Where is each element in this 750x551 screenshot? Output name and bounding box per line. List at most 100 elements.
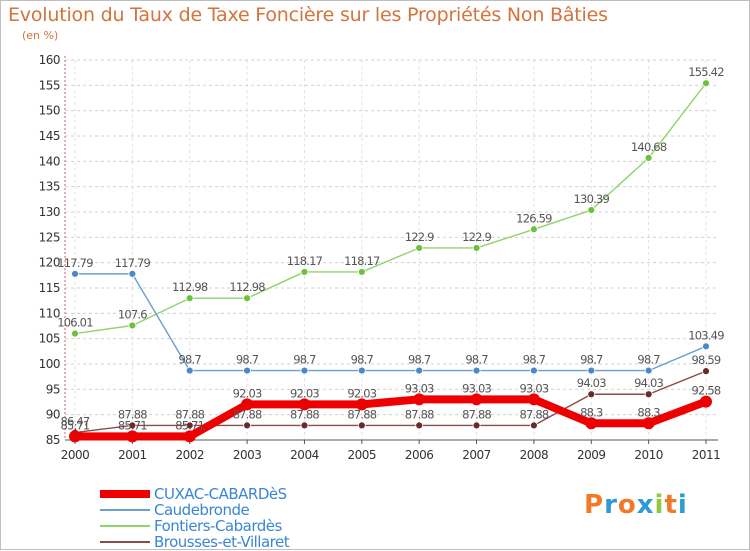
data-label: 85.71 [118,418,147,432]
legend-label: CUXAC-CABARDèS [154,485,287,503]
logo-letter: t [664,490,678,520]
chart-subtitle: (en %) [22,29,59,42]
data-label: 88.3 [637,405,660,419]
data-point [702,342,710,351]
data-label: 126.59 [516,211,552,225]
x-tick-label: 2009 [577,448,606,462]
data-label: 92.03 [347,386,376,400]
data-point [587,366,596,375]
legend-swatch [100,525,150,527]
data-point [298,398,311,411]
data-label: 88.3 [580,405,603,419]
logo-letter: x [636,490,655,520]
data-point [126,430,139,443]
data-point [415,421,424,430]
data-label: 106.01 [57,316,93,330]
series-line [74,82,707,335]
data-point [185,421,194,430]
proxiti-logo: Proxiti [584,490,688,520]
data-point [702,79,710,88]
x-tick-label: 2001 [118,448,147,462]
y-tick-label: 90 [46,408,60,422]
x-tick-label: 2000 [61,448,90,462]
y-tick-label: 95 [46,382,60,396]
data-point [700,395,712,408]
data-label: 98.7 [351,353,374,367]
data-label: 122.9 [462,230,491,244]
logo-letter: i [654,490,665,520]
series-line [75,273,707,372]
data-label: 98.7 [465,353,488,367]
data-label: 87.88 [175,407,204,421]
x-tick-label: 2003 [233,448,262,462]
series-line [74,370,707,434]
data-point [128,321,137,330]
data-point [644,390,653,399]
data-point [530,421,538,430]
data-label: 140.68 [631,140,667,154]
data-point [415,244,424,252]
data-point [587,390,596,399]
data-point [530,366,538,375]
y-tick-label: 145 [39,129,60,143]
y-tick-label: 155 [39,78,60,92]
data-label: 94.03 [577,376,606,390]
data-point [470,393,483,406]
y-tick-label: 135 [39,180,60,194]
data-point [644,153,653,162]
data-label: 87.88 [118,407,147,421]
data-label: 118.17 [287,254,323,268]
y-tick-label: 85 [46,433,60,447]
data-label: 98.7 [293,353,316,367]
logo-letter: i [677,490,688,520]
x-tick-label: 2008 [520,448,549,462]
data-point [530,225,538,234]
data-point [472,366,481,375]
data-point [644,366,653,375]
data-label: 117.79 [115,256,151,270]
data-label: 87.88 [347,407,376,421]
data-label: 98.59 [692,353,721,367]
data-point [71,269,79,278]
data-point [128,269,137,278]
data-label: 85.71 [175,418,204,432]
data-point [415,366,424,375]
y-tick-label: 125 [39,230,60,244]
data-label: 86.47 [61,415,90,429]
y-tick-label: 110 [39,306,60,320]
data-label: 92.03 [290,386,319,400]
data-point [185,366,194,375]
data-label: 98.7 [580,353,603,367]
data-label: 103.49 [688,328,724,342]
x-tick-label: 2006 [405,448,434,462]
data-point [241,398,254,411]
legend-swatch [100,509,150,511]
y-tick-label: 120 [39,256,60,270]
logo-letter: o [617,490,637,520]
x-tick-label: 2002 [175,448,204,462]
data-label: 87.88 [519,407,548,421]
data-point [243,366,251,375]
data-point [585,417,598,430]
legend-swatch [100,490,150,498]
data-point [300,366,309,375]
data-label: 112.98 [229,280,265,294]
data-label: 92.58 [692,384,721,398]
x-tick-label: 2007 [462,448,491,462]
data-label: 93.03 [462,381,491,395]
series-line [75,395,708,441]
data-label: 98.7 [637,353,660,367]
data-point [587,206,596,214]
data-label: 87.88 [290,407,319,421]
data-label: 94.03 [634,376,663,390]
data-point [642,417,655,430]
data-label: 112.98 [172,280,208,294]
x-tick-label: 2010 [634,448,663,462]
data-point [472,421,481,430]
data-point [413,393,426,406]
data-label: 98.7 [179,353,202,367]
x-tick-label: 2005 [348,448,377,462]
y-tick-label: 100 [39,357,60,371]
data-label: 98.7 [236,353,259,367]
